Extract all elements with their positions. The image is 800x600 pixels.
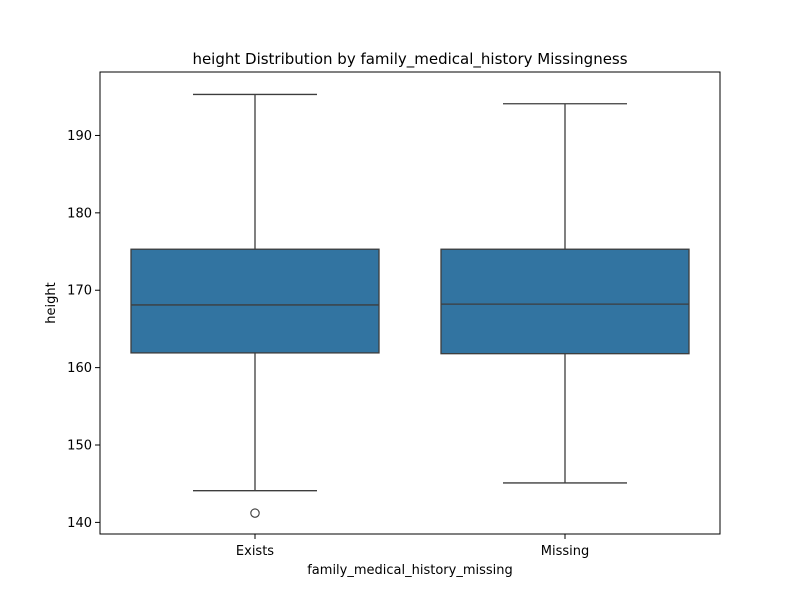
chart-title: height Distribution by family_medical_hi… bbox=[192, 50, 627, 69]
x-axis: Exists Missing bbox=[236, 534, 589, 559]
outlier-point bbox=[250, 508, 260, 518]
y-axis-label: height bbox=[44, 282, 59, 323]
x-axis-label: family_medical_history_missing bbox=[307, 563, 513, 578]
y-tick-label: 160 bbox=[67, 361, 92, 376]
box-group-missing bbox=[440, 103, 690, 484]
x-tick-label: Missing bbox=[541, 544, 589, 559]
y-tick-label: 180 bbox=[67, 206, 92, 221]
iqr-box bbox=[440, 248, 690, 355]
y-tick-label: 170 bbox=[67, 284, 92, 299]
plot-area bbox=[130, 93, 690, 518]
y-axis: 140 150 160 170 180 190 bbox=[67, 129, 100, 531]
box-group-exists bbox=[130, 93, 380, 518]
iqr-box bbox=[130, 248, 380, 354]
y-tick-label: 140 bbox=[67, 516, 92, 531]
x-tick-label: Exists bbox=[236, 544, 274, 559]
plot-frame bbox=[99, 71, 721, 535]
y-tick-label: 150 bbox=[67, 439, 92, 454]
y-tick-label: 190 bbox=[67, 129, 92, 144]
